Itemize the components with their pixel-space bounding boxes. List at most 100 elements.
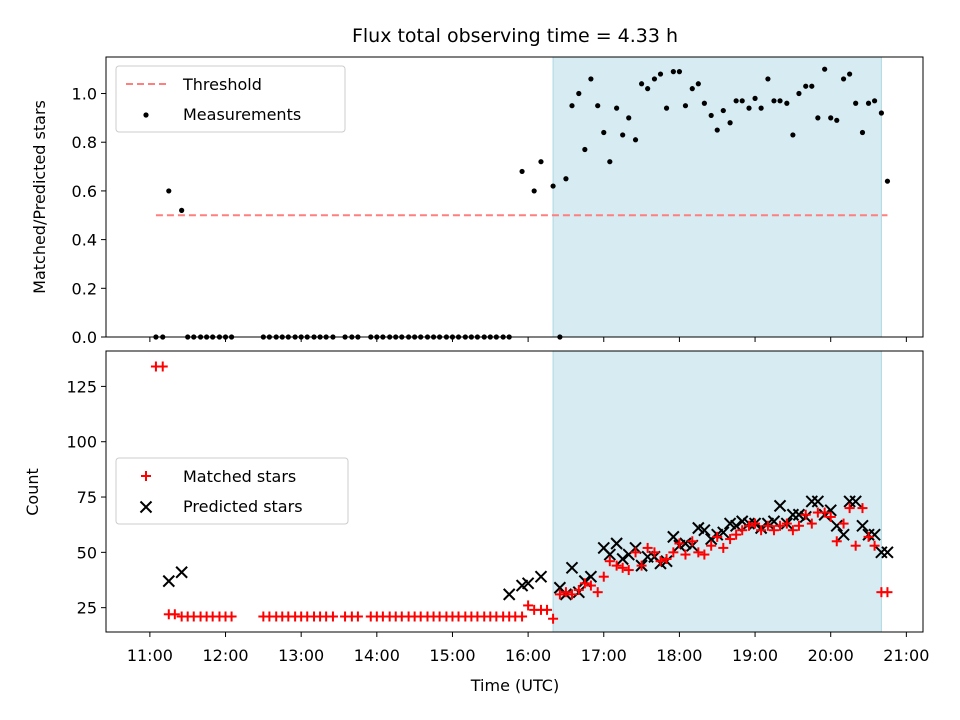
- legend-threshold-label: Threshold: [182, 75, 262, 94]
- y-tick-label: 125: [66, 377, 97, 396]
- measurement-point: [651, 76, 658, 82]
- measurement-point: [563, 176, 569, 182]
- matched-star-point: [787, 525, 798, 536]
- predicted-star-point: [811, 495, 825, 508]
- top-x-ticks: [149, 337, 907, 342]
- x-tick-label: 11:00: [127, 646, 173, 665]
- bottom-shaded-region: [552, 350, 882, 633]
- bottom-plot-frame: [105, 350, 924, 633]
- predicted-star-point: [162, 574, 175, 588]
- matched-star-point: [523, 600, 534, 611]
- matched-star-point: [775, 520, 786, 531]
- measurement-point: [840, 76, 847, 82]
- matched-star-point: [831, 536, 842, 547]
- measurement-point: [758, 105, 764, 111]
- measurement-point: [582, 146, 588, 153]
- matched-star-point: [793, 520, 804, 531]
- measurement-point: [519, 168, 525, 175]
- measurement-point: [601, 129, 607, 136]
- matched-star-point: [687, 536, 698, 547]
- measurement-point: [550, 183, 556, 189]
- matched-star-point: [882, 587, 893, 598]
- measurement-point: [815, 115, 821, 121]
- measurement-point: [663, 105, 670, 111]
- predicted-star-point: [792, 508, 806, 521]
- bottom-y-axis-label: Count: [23, 468, 42, 516]
- matched-star-point: [642, 542, 653, 553]
- matched-star-point: [226, 611, 237, 622]
- bottom-panel: 25 50 75 100 125 11:00 12:00 13:00 14:00 15:00 16…: [23, 350, 929, 695]
- matched-star-point: [825, 511, 836, 522]
- x-tick-label: 17:00: [581, 646, 627, 665]
- matched-star-point: [579, 578, 590, 589]
- measurement-point: [777, 98, 783, 104]
- x-tick-label: 13:00: [278, 646, 324, 665]
- matched-star-point: [617, 562, 628, 573]
- matched-star-point: [731, 529, 742, 540]
- x-tick-label: 19:00: [732, 646, 778, 665]
- predicted-star-point: [881, 546, 894, 559]
- x-tick-label: 15:00: [429, 646, 475, 665]
- matched-star-point: [169, 609, 180, 620]
- bottom-y-axis: 25 50 75 100 125: [66, 377, 106, 618]
- measurement-point: [884, 178, 891, 184]
- measurement-point: [727, 120, 733, 126]
- measurement-point: [847, 71, 853, 77]
- top-plot-frame: [105, 56, 924, 338]
- measurement-point: [714, 127, 720, 133]
- measurement-point: [682, 103, 689, 109]
- matched-star-point: [674, 538, 685, 549]
- measurement-point: [771, 98, 777, 104]
- y-tick-label: 25: [77, 599, 97, 618]
- matched-star-point: [573, 584, 584, 595]
- predicted-star-point: [565, 561, 579, 575]
- measurement-point: [878, 110, 884, 116]
- predicted-star-point: [698, 524, 711, 537]
- measurement-point: [569, 103, 575, 109]
- matched-star-point: [680, 549, 691, 560]
- matched-star-point: [630, 547, 641, 558]
- bottom-matched-points: [150, 361, 893, 624]
- y-tick-label: 100: [66, 433, 97, 452]
- matched-star-point: [744, 520, 755, 531]
- measurement-point: [809, 83, 815, 89]
- matched-star-point: [542, 604, 553, 615]
- matched-star-point: [517, 611, 528, 622]
- predicted-star-point: [616, 552, 629, 566]
- predicted-star-point: [837, 528, 850, 541]
- measurement-point: [784, 100, 790, 106]
- matched-star-point: [327, 611, 338, 622]
- matched-star-point: [611, 560, 622, 571]
- measurement-point: [638, 81, 645, 87]
- measurement-point: [695, 81, 701, 87]
- measurement-point: [720, 107, 726, 114]
- x-axis-label: Time (UTC): [470, 676, 559, 695]
- x-tick-label: 21:00: [883, 646, 929, 665]
- predicted-star-point: [830, 519, 843, 533]
- matched-star-point: [869, 540, 880, 551]
- predicted-star-point: [773, 499, 787, 513]
- top-legend-box: [115, 65, 346, 133]
- measurement-point: [626, 115, 632, 121]
- observing-interval-shade: [552, 56, 882, 338]
- measurement-point: [746, 105, 752, 111]
- top-shaded-region: [552, 56, 882, 338]
- matched-star-point: [800, 509, 811, 520]
- measurement-point: [657, 71, 664, 77]
- matched-star-point: [560, 587, 571, 598]
- predicted-star-point: [534, 570, 548, 583]
- y-tick-label: 75: [77, 488, 97, 507]
- top-y-axis: 0.0 0.2 0.4 0.6 0.8 1.0: [72, 85, 106, 347]
- measurement-point: [859, 129, 866, 136]
- matched-star-point: [604, 556, 615, 567]
- measurement-point: [822, 66, 828, 72]
- measurement-point: [614, 105, 620, 111]
- predicted-star-point: [603, 548, 617, 561]
- matched-star-point: [598, 571, 609, 582]
- bottom-legend-box: [115, 457, 349, 525]
- measurement-point: [179, 207, 185, 213]
- matched-star-point: [566, 589, 577, 600]
- measurement-point: [865, 100, 872, 106]
- predicted-star-point: [704, 532, 718, 546]
